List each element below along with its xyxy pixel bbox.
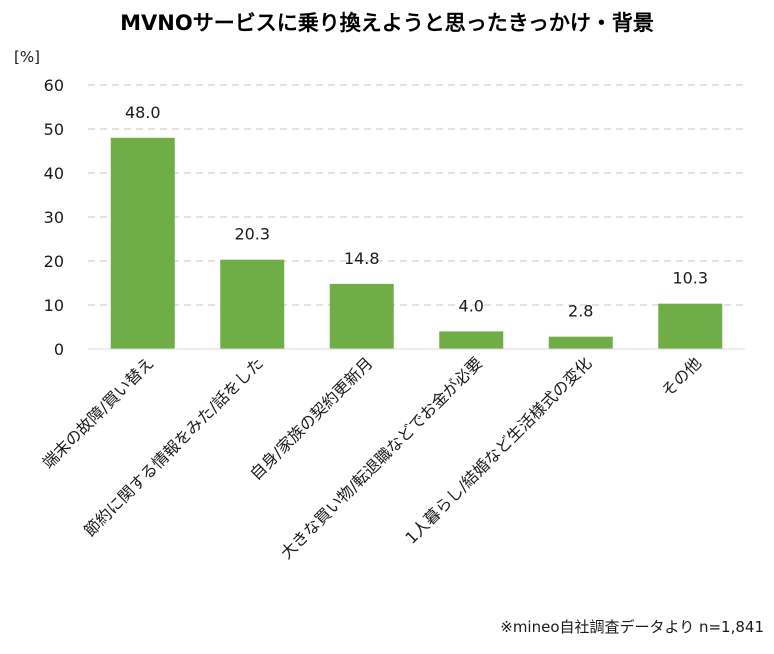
data-label: 2.8 (568, 302, 593, 321)
bar (439, 331, 504, 349)
y-tick-label: 20 (44, 252, 64, 271)
category-label: その他 (658, 353, 705, 400)
data-labels: 48.0 20.3 14.8 4.0 2.8 10.3 (125, 103, 708, 321)
y-tick-label: 50 (44, 120, 64, 139)
y-tick-label: 0 (54, 340, 64, 359)
y-tick-label: 10 (44, 296, 64, 315)
category-label: 大きな買い物/転退職などでお金が必要 (277, 353, 486, 562)
bar (110, 137, 175, 349)
y-axis-unit-label: [%] (14, 48, 40, 66)
data-label: 48.0 (125, 103, 161, 122)
data-label: 14.8 (344, 249, 380, 268)
y-tick-label: 40 (44, 164, 64, 183)
bar (329, 283, 394, 349)
y-axis-ticks: 0 10 20 30 40 50 60 (44, 76, 64, 359)
category-labels: 端末の故障/買い替え節約に関する情報をみた/話をした自身/家族の契約更新月大きな… (38, 353, 705, 562)
category-label: 1人暮らし/結婚など生活様式の変化 (401, 353, 595, 547)
bars (110, 137, 723, 349)
category-label: 端末の故障/買い替え (38, 353, 157, 472)
bar (548, 336, 613, 349)
y-tick-label: 60 (44, 76, 64, 95)
chart-title: MVNOサービスに乗り換えようと思ったきっかけ・背景 (120, 11, 654, 35)
category-label: 節約に関する情報をみた/話をした (80, 353, 267, 540)
bar (658, 303, 723, 349)
bar (220, 259, 285, 349)
source-note: ※mineo自社調査データより n=1,841 (500, 618, 764, 636)
y-tick-label: 30 (44, 208, 64, 227)
data-label: 4.0 (459, 296, 484, 315)
data-label: 20.3 (234, 225, 270, 244)
gridlines (88, 84, 745, 306)
data-label: 10.3 (672, 269, 708, 288)
category-label: 自身/家族の契約更新月 (246, 353, 376, 483)
